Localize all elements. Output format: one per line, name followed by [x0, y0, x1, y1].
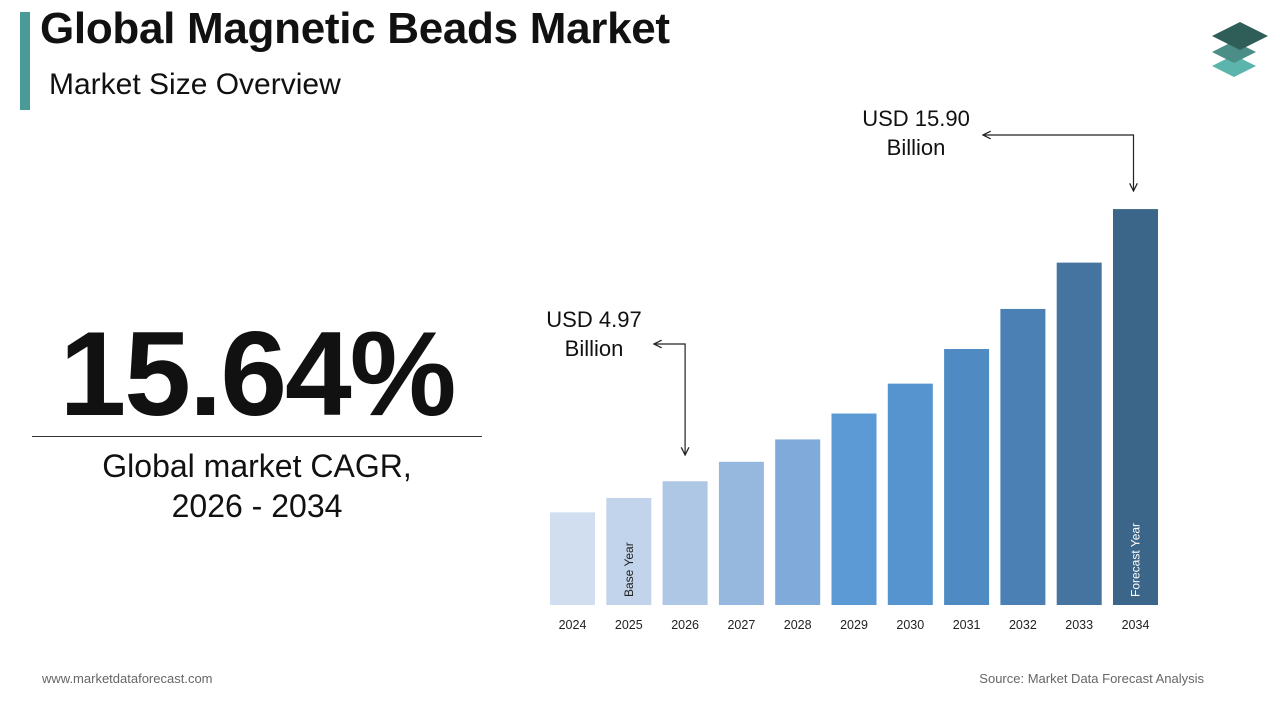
bar-2034	[1113, 209, 1158, 605]
x-tick-label-2025: 2025	[615, 618, 643, 632]
bar-2033	[1056, 262, 1102, 605]
bar-2029	[831, 413, 877, 605]
end-value-line2: Billion	[886, 135, 946, 160]
page-title: Global Magnetic Beads Market	[40, 4, 670, 53]
x-tick-label-2027: 2027	[727, 618, 755, 632]
x-tick-label-2028: 2028	[784, 618, 812, 632]
cagr-value: 15.64%	[59, 307, 457, 441]
cagr-label: Global market CAGR, 2026 - 2034	[32, 446, 482, 526]
bar-2030	[887, 383, 933, 605]
base-value-line2: Billion	[564, 336, 624, 361]
end-value-line1: USD 15.90	[862, 106, 970, 131]
bar-2031	[944, 349, 990, 605]
base-value-leader-line	[654, 344, 685, 455]
bar-2027	[718, 461, 764, 605]
x-tick-label-2031: 2031	[953, 618, 981, 632]
x-tick-label-2030: 2030	[896, 618, 924, 632]
bar-2024	[550, 512, 595, 605]
base-value-callout: USD 4.97 Billion	[534, 305, 654, 363]
bar-2028	[775, 439, 821, 605]
x-tick-label-2024: 2024	[559, 618, 587, 632]
x-tick-label-2029: 2029	[840, 618, 868, 632]
x-tick-label-2033: 2033	[1065, 618, 1093, 632]
x-tick-label-2034: 2034	[1122, 618, 1150, 632]
bar-2032	[1000, 308, 1046, 605]
footer-website: www.marketdataforecast.com	[42, 671, 213, 686]
bar-2025	[606, 497, 652, 605]
x-tick-label-2032: 2032	[1009, 618, 1037, 632]
stacked-layers-icon	[1212, 22, 1268, 77]
page-subtitle: Market Size Overview	[49, 68, 341, 101]
end-value-callout: USD 15.90 Billion	[848, 104, 984, 162]
in-bar-label-2025: Base Year	[622, 542, 636, 597]
cagr-label-line2: 2026 - 2034	[171, 488, 343, 524]
in-bar-label-2034: Forecast Year	[1129, 523, 1143, 597]
cagr-label-line1: Global market CAGR,	[102, 448, 412, 484]
footer-source: Source: Market Data Forecast Analysis	[979, 671, 1204, 686]
x-tick-label-2026: 2026	[671, 618, 699, 632]
bar-2026	[662, 481, 708, 605]
logo-layer-top	[1212, 22, 1268, 50]
logo-layer-bottom	[1212, 55, 1256, 77]
end-value-leader-line	[983, 135, 1134, 191]
title-accent-bar	[20, 12, 30, 110]
cagr-divider	[32, 436, 482, 437]
base-value-line1: USD 4.97	[546, 307, 642, 332]
